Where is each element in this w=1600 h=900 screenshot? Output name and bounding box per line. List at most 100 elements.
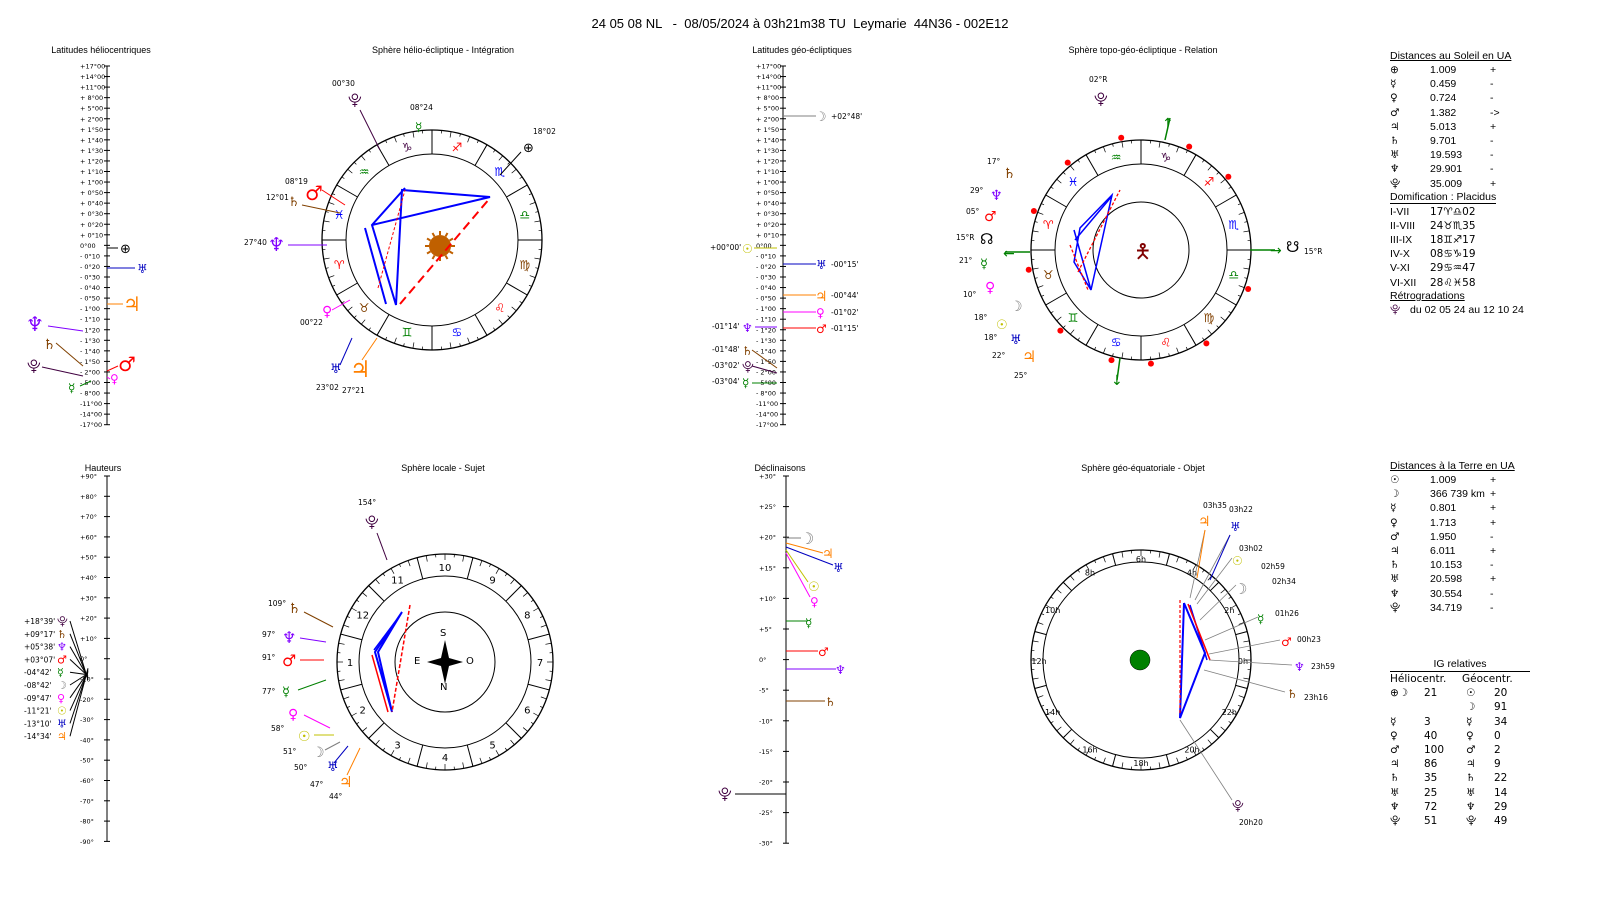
svg-text:☉: ☉ [996,318,1008,333]
svg-text:☽: ☽ [815,110,827,125]
svg-text:←: ← [1003,246,1015,262]
svg-text:♅: ♅ [833,561,844,575]
svg-text:E: E [414,656,420,667]
svg-text:51°: 51° [283,747,297,756]
lat-helio-tick: + 8°00 [80,94,103,102]
lat-geo-tick: +17°00 [756,63,781,71]
svg-text:☿: ☿ [57,666,64,679]
wheel-segment-label: 2 [360,706,366,717]
svg-text:♂: ♂ [1281,635,1292,649]
lat-helio-tick: + 0°50 [80,189,103,197]
svg-text:+00°00': +00°00' [710,243,741,252]
domification-header: Domification : Placidus [1390,190,1497,204]
dist-earth-table: Distances à la Terre en UA ☉ 1.009 + ☽ 366 7… [1390,460,1560,615]
dist-sun-row: ♆ 29.901- [1390,163,1494,176]
wheel-segment-label: ♊ [402,326,413,340]
height-label: +03°07' [24,655,55,664]
wheel-segment-label: ♑ [1160,150,1171,164]
topo-labels: 02°R ⯓ 17° ♄ 29° ♆ 05° ♂ 15°R ☊ 21° ☿ ♀ … [956,75,1323,380]
wheel-segment-label: 6h [1136,555,1146,564]
svg-text:♃: ♃ [1022,347,1036,366]
wheel-segment-label: 8h [1085,569,1095,578]
heights-tick: -40° [80,736,94,744]
lat-geo-tick: - 0°20 [756,263,776,271]
svg-text:♄: ♄ [1003,166,1016,182]
svg-text:♆: ♆ [268,234,285,256]
lat-helio-tick: - 1°50 [80,358,100,366]
svg-text:♄: ♄ [288,195,300,210]
ig-row: ☽ 91 [1466,701,1508,714]
lat-helio-tick: - 1°30 [80,337,100,345]
lat-helio-tick: - 1°00 [80,305,100,313]
svg-text:♃: ♃ [822,547,834,562]
lat-geo-tick: - 8°00 [756,390,776,398]
dist-earth-row: ☽ 366 739 km + [1390,488,1497,501]
wheel-segment-label: ♐ [1203,175,1214,189]
svg-text:☽: ☽ [800,529,814,548]
lat-geo-tick: + 2°00 [756,115,779,123]
svg-text:☉: ☉ [298,729,311,745]
panel-title-sphere-topo: Sphère topo-géo-écliptique - Relation [1068,45,1218,55]
lat-geo-tick: +14°00 [756,73,781,81]
mars-symbol: ♂ [118,352,136,376]
dist-earth-row: ♄ 10.153- [1390,559,1494,572]
svg-text:+02°48': +02°48' [831,112,862,121]
svg-text:☽: ☽ [57,679,67,692]
svg-text:♄: ♄ [742,344,753,358]
lat-geo-tick: - 1°00 [756,305,776,313]
heights-tick: -80° [80,818,94,826]
local-wheel: 10 9 8 7 6 5 4 3 2 1 12 11 S N E O [336,553,554,771]
jupiter-symbol: ♃ [123,292,141,316]
heights-tick: +30° [80,594,97,602]
svg-text:47°: 47° [310,780,324,789]
decl-tick: -5° [759,687,769,695]
lat-geo-tick: + 1°30 [756,147,779,155]
dist-earth-row: ☉ 1.009 + [1390,474,1497,486]
svg-text:154°: 154° [358,498,376,507]
svg-text:♂: ♂ [282,651,296,670]
dist-sun-row: ♀ 0.724- [1390,92,1494,105]
wheel-segment-label: ♍ [1203,311,1214,325]
neptune-symbol: ♆ [26,312,44,336]
svg-text:♅: ♅ [1010,333,1022,348]
height-label: -11°21' [24,707,52,716]
svg-text:03h02: 03h02 [1239,544,1263,553]
heights-tick: +10° [80,635,97,643]
ig-row: ♆ 72 ♆ 29 [1390,800,1508,813]
lat-geo-tick: + 1°20 [756,157,779,165]
lat-helio-tick: + 0°20 [80,221,103,229]
decl-planets: ☽ ♃ ♅ ☉ ♀ ☿ ♂ ♆ ♄ ⯓ [718,529,846,803]
svg-text:⯓: ⯓ [57,615,68,628]
svg-text:S: S [440,628,446,639]
ig-table: IG relatives Héliocentr. Géocentr. ⊕☽ 21 ☉… [1390,658,1530,828]
svg-text:♄: ♄ [825,695,836,709]
heights-tick: +80° [80,493,97,501]
wheel-segment-label: 8 [524,611,530,622]
helio-wheel: ♐ ♏ ♎ ♍ ♌ ♋ ♊ ♉ ♈ ♓ ♒ ♑ [321,129,543,351]
panel-title-sphere-local: Sphère locale - Sujet [401,463,485,473]
wheel-segment-label: ♊ [1068,311,1079,325]
dist-sun-row: ♃ 5.013 + [1390,120,1497,133]
svg-text:05°: 05° [966,207,980,216]
svg-text:🯅: 🯅 [1134,239,1152,263]
lat-helio-tick: + 1°50 [80,126,103,134]
lat-helio-tick: - 5°00 [80,379,100,387]
wheel-segment-label: 18h [1133,759,1148,768]
lat-geo-tick: -11°00 [756,400,778,408]
domification-row: I-VII 17♈♎02 [1390,205,1476,218]
lat-helio-tick: - 0°40 [80,284,100,292]
wheel-segment-label: ♏ [494,165,505,179]
lat-helio-tick: - 0°30 [80,274,100,282]
decl-scale: +30° +25° +20° +15° +10° +5° 0° -5° -10° -15° -20°… [759,473,789,848]
lat-helio-tick: - 8°00 [80,390,100,398]
dist-earth-row: ♀ 1.713 + [1390,516,1497,529]
height-label: +09°17' [24,630,55,639]
dist-earth-row: ☿ 0.801 + [1390,502,1497,515]
lat-helio-tick: - 1°40 [80,347,100,355]
lat-helio-tick: + 1°30 [80,147,103,155]
svg-text:→: → [1270,243,1282,259]
domification-row: III-IX 18♊♐17 [1390,234,1476,247]
decl-tick: +5° [759,626,772,634]
svg-text:☿: ☿ [742,376,749,390]
wheel-segment-label: 4h [1187,569,1197,578]
